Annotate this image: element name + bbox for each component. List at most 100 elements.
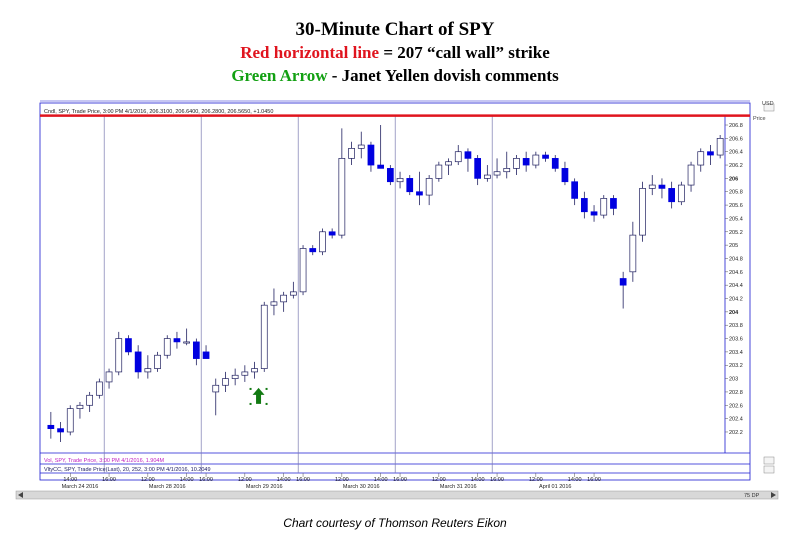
candle-body-up — [154, 354, 161, 369]
price-tick-label: 205.6 — [729, 203, 743, 209]
candle — [319, 228, 326, 256]
date-tick-label: March 24 2016 — [62, 484, 99, 490]
candle — [513, 155, 520, 176]
candle — [289, 281, 297, 299]
green-arrow-icon — [249, 387, 268, 405]
candle-body-up — [212, 384, 220, 393]
candle-body-down — [47, 424, 55, 429]
time-tick-label: 16:00 — [102, 477, 116, 483]
candle-body-up — [163, 338, 171, 356]
candle — [600, 195, 608, 219]
candle-body-up — [445, 161, 452, 166]
candle — [377, 125, 385, 169]
candle-body-down — [309, 248, 317, 253]
date-tick-label: March 29 2016 — [246, 484, 283, 490]
price-tick-label: 205 — [729, 243, 738, 249]
time-tick-label: 12:00 — [432, 477, 446, 483]
candle-body-down — [125, 338, 132, 353]
candle — [648, 175, 656, 196]
candle — [328, 228, 336, 239]
candle — [629, 221, 637, 282]
candle-body-up — [454, 151, 462, 163]
candle — [47, 411, 55, 439]
chart-title: 30-Minute Chart of SPY — [295, 19, 495, 40]
candle — [76, 401, 84, 419]
date-tick-label: March 31 2016 — [440, 484, 477, 490]
price-tick-label: 202.8 — [729, 390, 743, 396]
candle — [202, 345, 210, 359]
arrow-handle — [249, 402, 252, 405]
candle — [163, 335, 171, 359]
candle — [338, 128, 346, 239]
price-tick-label: 204.8 — [729, 256, 743, 262]
price-axis: 202.2 202.4 202.6 202.8 203 203.2 203.4 203.6 20… — [725, 123, 743, 436]
candle — [687, 161, 695, 192]
candle — [707, 145, 714, 166]
candle — [454, 145, 462, 166]
candle-body-up — [687, 164, 695, 186]
candle-body-down — [542, 154, 549, 159]
price-tick-label: 204.2 — [729, 297, 743, 303]
candle — [464, 148, 472, 172]
candle-body-down — [522, 158, 530, 166]
price-tick-label: 206.4 — [729, 150, 743, 156]
candle-body-up — [483, 174, 491, 179]
legend-price: Cndl, SPY, Trade Price, 3:00 PM 4/1/2016… — [44, 109, 273, 115]
candle-body-up — [86, 394, 94, 406]
candle — [57, 421, 64, 442]
candle — [406, 175, 414, 196]
candle — [697, 148, 705, 172]
candle-body-down — [367, 144, 375, 166]
chart-credit: Chart courtesy of Thomson Reuters Eikon — [283, 516, 507, 530]
candle-body-down — [561, 168, 569, 183]
candle-body-up — [270, 301, 278, 306]
time-tick-label: 14:00 — [374, 477, 388, 483]
candle-body-down — [551, 158, 559, 169]
time-tick-label: 14:00 — [471, 477, 485, 483]
candle — [299, 245, 307, 296]
date-tick-label: March 28 2016 — [149, 484, 186, 490]
candle — [357, 131, 365, 159]
green-arrow-text: - Janet Yellen dovish comments — [327, 66, 559, 85]
candle-body-up — [716, 138, 724, 156]
time-tick-label: 14:00 — [180, 477, 194, 483]
price-tick-label: 206.8 — [729, 123, 743, 129]
candle-body-up — [183, 341, 191, 344]
candle — [115, 331, 123, 376]
candle-body-down — [668, 188, 676, 203]
candle — [551, 155, 559, 172]
pane-button-0 — [763, 103, 775, 112]
red-line-label: Red horizontal line — [240, 43, 380, 62]
price-tick-label: 203.6 — [729, 337, 743, 343]
price-tick-label: 202.6 — [729, 403, 743, 409]
candles — [47, 125, 724, 442]
candle-body-down — [571, 181, 579, 199]
time-tick-label: 12:00 — [141, 477, 155, 483]
candle-body-up — [280, 294, 288, 303]
candle — [251, 361, 258, 379]
candle-body-up — [66, 408, 74, 433]
legend-volatility: VltyCC, SPY, Trade Price(Last), 20, 252,… — [44, 467, 211, 473]
time-tick-label: 16:00 — [490, 477, 504, 483]
price-tick-label: 204.6 — [729, 270, 743, 276]
price-tick-label: 204 — [729, 310, 739, 316]
time-tick-label: 16:00 — [393, 477, 407, 483]
time-tick-label: 12:00 — [335, 477, 349, 483]
candle — [125, 335, 132, 356]
candle — [222, 371, 229, 392]
candle — [241, 365, 249, 382]
time-tick-label: 14:00 — [277, 477, 291, 483]
candle-body-down — [416, 191, 423, 196]
candle — [154, 351, 161, 372]
arrow-handle — [265, 402, 268, 405]
candle-body-down — [377, 164, 385, 169]
candle-body-up — [144, 368, 152, 373]
candle — [86, 391, 94, 412]
pane-button-2 — [763, 465, 775, 474]
zoom-value[interactable]: 75 DP — [744, 493, 760, 499]
candle-body-down — [386, 168, 394, 183]
candle — [716, 135, 724, 159]
candle — [425, 175, 433, 206]
candle — [348, 141, 355, 166]
candle-body-up — [76, 404, 84, 409]
